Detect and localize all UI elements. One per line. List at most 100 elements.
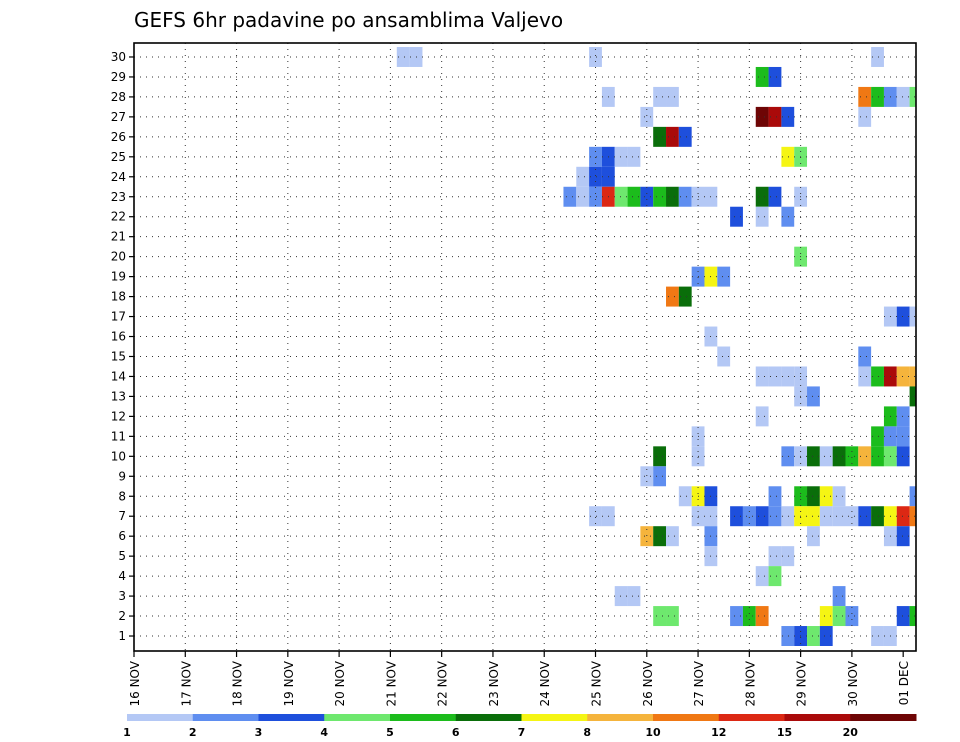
y-tick-label: 21 bbox=[111, 230, 126, 244]
heatmap-cell bbox=[755, 566, 769, 587]
heatmap-cell bbox=[730, 606, 743, 627]
heatmap-cell bbox=[807, 446, 820, 467]
heatmap-cell bbox=[589, 506, 602, 527]
heatmap-cell bbox=[896, 606, 910, 627]
y-tick-label: 27 bbox=[111, 110, 126, 124]
heatmap-cell bbox=[653, 606, 667, 627]
heatmap-cell bbox=[896, 306, 910, 327]
heatmap-cell bbox=[563, 186, 577, 207]
heatmap-cell bbox=[755, 406, 769, 427]
heatmap-cell bbox=[832, 586, 846, 607]
heatmap-cell bbox=[768, 66, 782, 87]
heatmap-cell bbox=[640, 106, 654, 127]
legend-swatch bbox=[850, 714, 917, 721]
heatmap-cell bbox=[666, 186, 679, 207]
y-tick-label: 3 bbox=[118, 589, 126, 603]
x-tick-label: 22 NOV bbox=[436, 660, 450, 706]
heatmap-cell bbox=[871, 626, 884, 646]
x-tick-label: 19 NOV bbox=[282, 660, 296, 706]
heatmap-cell bbox=[755, 506, 769, 527]
heatmap-cell bbox=[896, 406, 910, 427]
x-tick-label: 20 NOV bbox=[333, 660, 347, 706]
x-tick-label: 24 NOV bbox=[538, 660, 552, 706]
heatmap-cell bbox=[666, 606, 679, 627]
y-tick-label: 1 bbox=[118, 629, 126, 643]
heatmap-cell bbox=[871, 86, 884, 107]
y-tick-label: 10 bbox=[111, 449, 126, 463]
y-tick-label: 20 bbox=[111, 250, 126, 264]
plot-frame bbox=[133, 42, 917, 652]
x-tick-label: 21 NOV bbox=[384, 660, 398, 706]
heatmap-cell bbox=[666, 86, 679, 107]
heatmap-cell bbox=[653, 466, 667, 487]
legend-label: 15 bbox=[777, 726, 792, 739]
heatmap-cell bbox=[768, 186, 782, 207]
y-tick-label: 30 bbox=[111, 50, 126, 64]
heatmap-cell bbox=[871, 47, 884, 67]
heatmap-cells bbox=[396, 47, 916, 646]
legend-swatch bbox=[455, 714, 522, 721]
y-tick-label: 9 bbox=[118, 469, 126, 483]
heatmap-cell bbox=[678, 286, 692, 307]
legend-swatch bbox=[653, 714, 720, 721]
y-tick-label: 29 bbox=[111, 70, 126, 84]
y-tick-label: 12 bbox=[111, 409, 126, 423]
legend-swatch bbox=[324, 714, 391, 721]
heatmap-cell bbox=[832, 606, 846, 627]
heatmap-cell bbox=[819, 506, 833, 527]
y-tick-label: 8 bbox=[118, 489, 126, 503]
heatmap-cell bbox=[678, 186, 692, 207]
heatmap-cell bbox=[819, 606, 833, 627]
heatmap-cell bbox=[781, 626, 795, 646]
heatmap-cell bbox=[768, 106, 782, 127]
x-tick-label: 25 NOV bbox=[590, 660, 604, 706]
chart-title: GEFS 6hr padavine po ansamblima Valjevo bbox=[134, 8, 563, 32]
legend-label: 3 bbox=[255, 726, 263, 739]
heatmap-cell bbox=[640, 466, 654, 487]
y-tick-label: 14 bbox=[111, 369, 126, 383]
heatmap-cell bbox=[653, 186, 667, 207]
legend-swatch bbox=[718, 714, 785, 721]
heatmap-cell bbox=[858, 106, 872, 127]
heatmap-cell bbox=[871, 366, 884, 387]
heatmap-cell bbox=[576, 166, 590, 187]
heatmap-cell bbox=[781, 506, 795, 527]
heatmap-cell bbox=[678, 486, 692, 507]
heatmap-cell bbox=[896, 526, 910, 547]
heatmap-cell bbox=[858, 366, 872, 387]
legend-label: 4 bbox=[320, 726, 328, 739]
heatmap-cell bbox=[768, 366, 782, 387]
x-tick-label: 01 DEC bbox=[897, 661, 911, 705]
y-tick-label: 5 bbox=[118, 549, 126, 563]
heatmap-cell bbox=[807, 386, 820, 407]
heatmap-cell bbox=[755, 106, 769, 127]
y-tick-label: 19 bbox=[111, 270, 126, 284]
heatmap-cell bbox=[666, 126, 679, 147]
heatmap-cell bbox=[819, 486, 833, 507]
y-tick-label: 4 bbox=[118, 569, 126, 583]
legend-label: 8 bbox=[583, 726, 591, 739]
heatmap-cell bbox=[807, 486, 820, 507]
heatmap-cell bbox=[653, 526, 667, 547]
heatmap-cell bbox=[909, 386, 916, 407]
heatmap-cell bbox=[589, 186, 602, 207]
heatmap-cell bbox=[858, 446, 872, 467]
y-tick-label: 16 bbox=[111, 330, 126, 344]
heatmap-cell bbox=[678, 126, 692, 147]
x-tick-label: 27 NOV bbox=[692, 660, 706, 706]
heatmap-cell bbox=[742, 606, 756, 627]
y-tick-label: 2 bbox=[118, 609, 126, 623]
heatmap-cell bbox=[832, 506, 846, 527]
heatmap-cell bbox=[909, 506, 916, 527]
x-tick-label: 18 NOV bbox=[231, 660, 245, 706]
heatmap-cell bbox=[627, 586, 641, 607]
x-tick-label: 17 NOV bbox=[179, 660, 193, 706]
legend-swatch bbox=[521, 714, 588, 721]
y-tick-label: 23 bbox=[111, 190, 126, 204]
x-tick-label: 23 NOV bbox=[487, 660, 501, 706]
y-tick-label: 15 bbox=[111, 349, 126, 363]
y-tick-label: 13 bbox=[111, 389, 126, 403]
heatmap-cell bbox=[909, 366, 916, 387]
heatmap-cell bbox=[717, 346, 731, 367]
heatmap-cell bbox=[768, 546, 782, 567]
